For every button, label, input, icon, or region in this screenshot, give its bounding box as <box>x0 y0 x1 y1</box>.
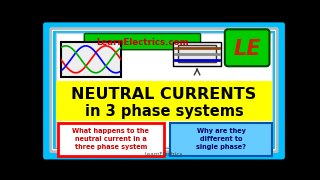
Text: LearnElectrics: LearnElectrics <box>145 152 183 157</box>
FancyBboxPatch shape <box>43 22 285 159</box>
FancyBboxPatch shape <box>84 33 201 50</box>
Bar <box>58 123 164 156</box>
FancyBboxPatch shape <box>56 33 272 147</box>
FancyBboxPatch shape <box>225 29 269 66</box>
FancyBboxPatch shape <box>51 28 277 152</box>
Bar <box>173 42 221 66</box>
Text: in 3 phase systems: in 3 phase systems <box>84 104 244 119</box>
Bar <box>170 123 272 156</box>
Text: LE: LE <box>233 39 261 59</box>
Text: What happens to the
neutral current in a
three phase system: What happens to the neutral current in a… <box>72 128 149 150</box>
Text: LearnElectrics.com: LearnElectrics.com <box>96 38 189 47</box>
FancyBboxPatch shape <box>53 31 275 149</box>
Bar <box>56 81 272 121</box>
Bar <box>178 46 216 62</box>
Text: Why are they
different to
single phase?: Why are they different to single phase? <box>196 128 246 150</box>
Text: NEUTRAL CURRENTS: NEUTRAL CURRENTS <box>71 87 257 102</box>
Bar <box>61 42 121 77</box>
